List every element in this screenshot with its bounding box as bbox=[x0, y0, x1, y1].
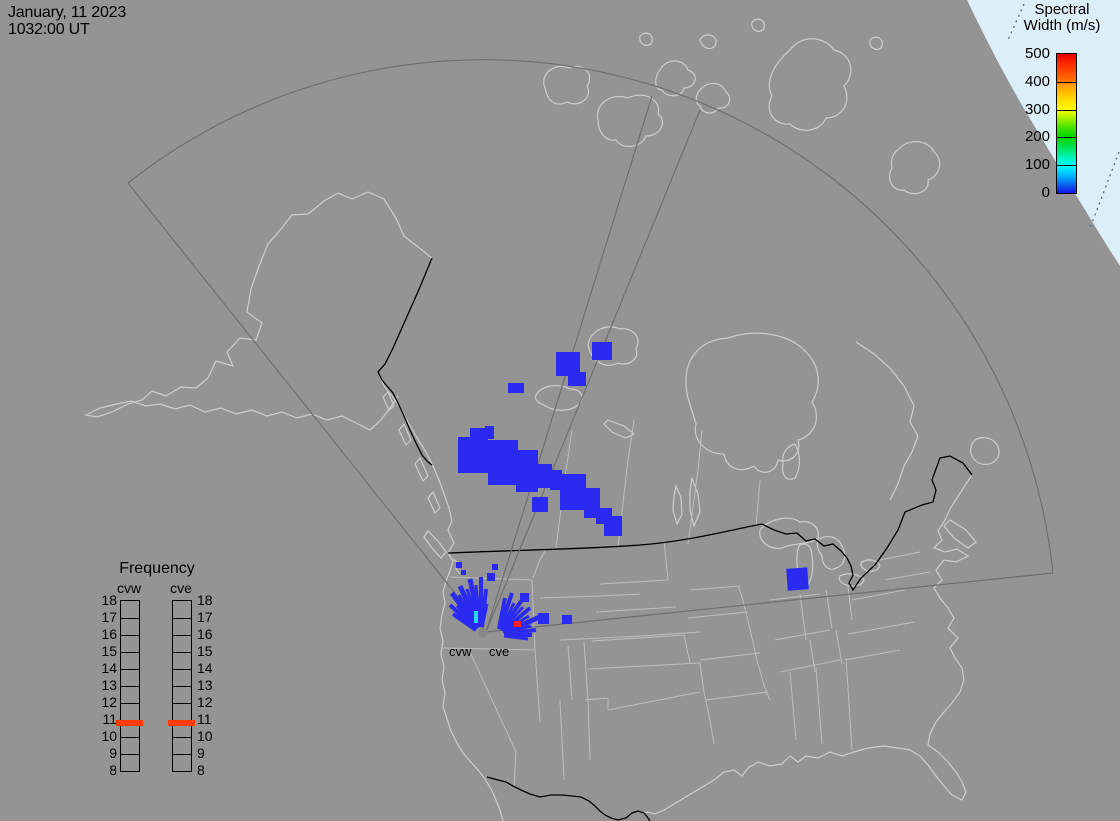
frequency-column-cvw: cvw bbox=[116, 580, 142, 596]
freq-tick: 12 bbox=[197, 694, 213, 710]
country-borders bbox=[377, 257, 973, 821]
fov-edge-east bbox=[485, 572, 1054, 633]
state-borders bbox=[442, 419, 931, 789]
freq-tick: 8 bbox=[197, 762, 205, 778]
freq-tick: 18 bbox=[101, 592, 117, 608]
colorbar-separator bbox=[1057, 81, 1076, 83]
colorbar-tick: 400 bbox=[1024, 73, 1050, 90]
date-text: January, 11 2023 bbox=[8, 4, 127, 21]
freq-tick: 9 bbox=[197, 745, 205, 761]
freq-tick: 10 bbox=[197, 728, 213, 744]
freq-tick: 12 bbox=[101, 694, 117, 710]
colorbar-title-line1: Spectral bbox=[1034, 1, 1090, 18]
freq-tick: 11 bbox=[102, 711, 117, 727]
coastlines bbox=[84, 18, 1000, 821]
frequency-legend: Frequency cvw cve 18 17 16 15 14 13 12 1… bbox=[95, 560, 227, 790]
freq-tick: 8 bbox=[109, 762, 117, 778]
radar-site-dot bbox=[478, 628, 488, 638]
frequency-marker-cve bbox=[168, 720, 195, 726]
freq-tick: 15 bbox=[197, 643, 213, 659]
freq-tick: 16 bbox=[197, 626, 213, 642]
time-text: 1032:00 UT bbox=[8, 20, 90, 38]
colorbar-title: Spectral Width (m/s) bbox=[1006, 1, 1118, 35]
timestamp: January, 11 2023 1032:00 UT bbox=[8, 4, 127, 39]
scatter-cells-blue bbox=[456, 342, 809, 624]
colorbar-separator bbox=[1057, 165, 1076, 167]
freq-tick: 13 bbox=[197, 677, 213, 693]
colorbar-title-line2: Width (m/s) bbox=[1023, 17, 1101, 35]
freq-tick: 14 bbox=[101, 660, 117, 676]
fov-edge-west bbox=[127, 182, 487, 633]
freq-tick: 9 bbox=[109, 745, 117, 761]
colorbar-separator bbox=[1057, 137, 1076, 139]
frequency-scale-cve bbox=[172, 600, 192, 772]
colorbar-tick: 500 bbox=[1024, 45, 1050, 62]
fov-outer-arc bbox=[127, 59, 1054, 574]
scatter-cell-cyan bbox=[474, 611, 478, 623]
freq-tick: 14 bbox=[197, 660, 213, 676]
freq-tick: 11 bbox=[197, 711, 212, 727]
freq-tick: 16 bbox=[101, 626, 117, 642]
colorbar-separator bbox=[1057, 109, 1076, 111]
freq-tick: 15 bbox=[101, 643, 117, 659]
frequency-column-cve: cve bbox=[170, 580, 192, 596]
site-label-cve: cve bbox=[489, 644, 510, 659]
site-label-cvw: cvw bbox=[449, 644, 472, 659]
colorbar-gradient bbox=[1056, 53, 1077, 194]
freq-tick: 17 bbox=[101, 609, 117, 625]
freq-tick: 18 bbox=[197, 592, 213, 608]
colorbar-tick: 200 bbox=[1024, 128, 1050, 145]
colorbar-tick: 100 bbox=[1024, 156, 1050, 173]
scatter-streaks bbox=[448, 577, 546, 641]
freq-tick: 17 bbox=[197, 609, 213, 625]
colorbar-tick: 0 bbox=[1041, 184, 1050, 201]
freq-tick: 13 bbox=[101, 677, 117, 693]
graticule-lines bbox=[1007, 3, 1120, 229]
frequency-marker-cvw bbox=[116, 720, 143, 726]
freq-tick: 10 bbox=[101, 728, 117, 744]
colorbar-tick: 300 bbox=[1024, 101, 1050, 118]
ocean-corner bbox=[967, 0, 1120, 266]
frequency-legend-title: Frequency bbox=[119, 560, 195, 577]
scatter-cell-red bbox=[514, 621, 521, 627]
frequency-scale-cvw bbox=[120, 600, 140, 772]
fov-edge-cvw-right bbox=[485, 109, 701, 633]
